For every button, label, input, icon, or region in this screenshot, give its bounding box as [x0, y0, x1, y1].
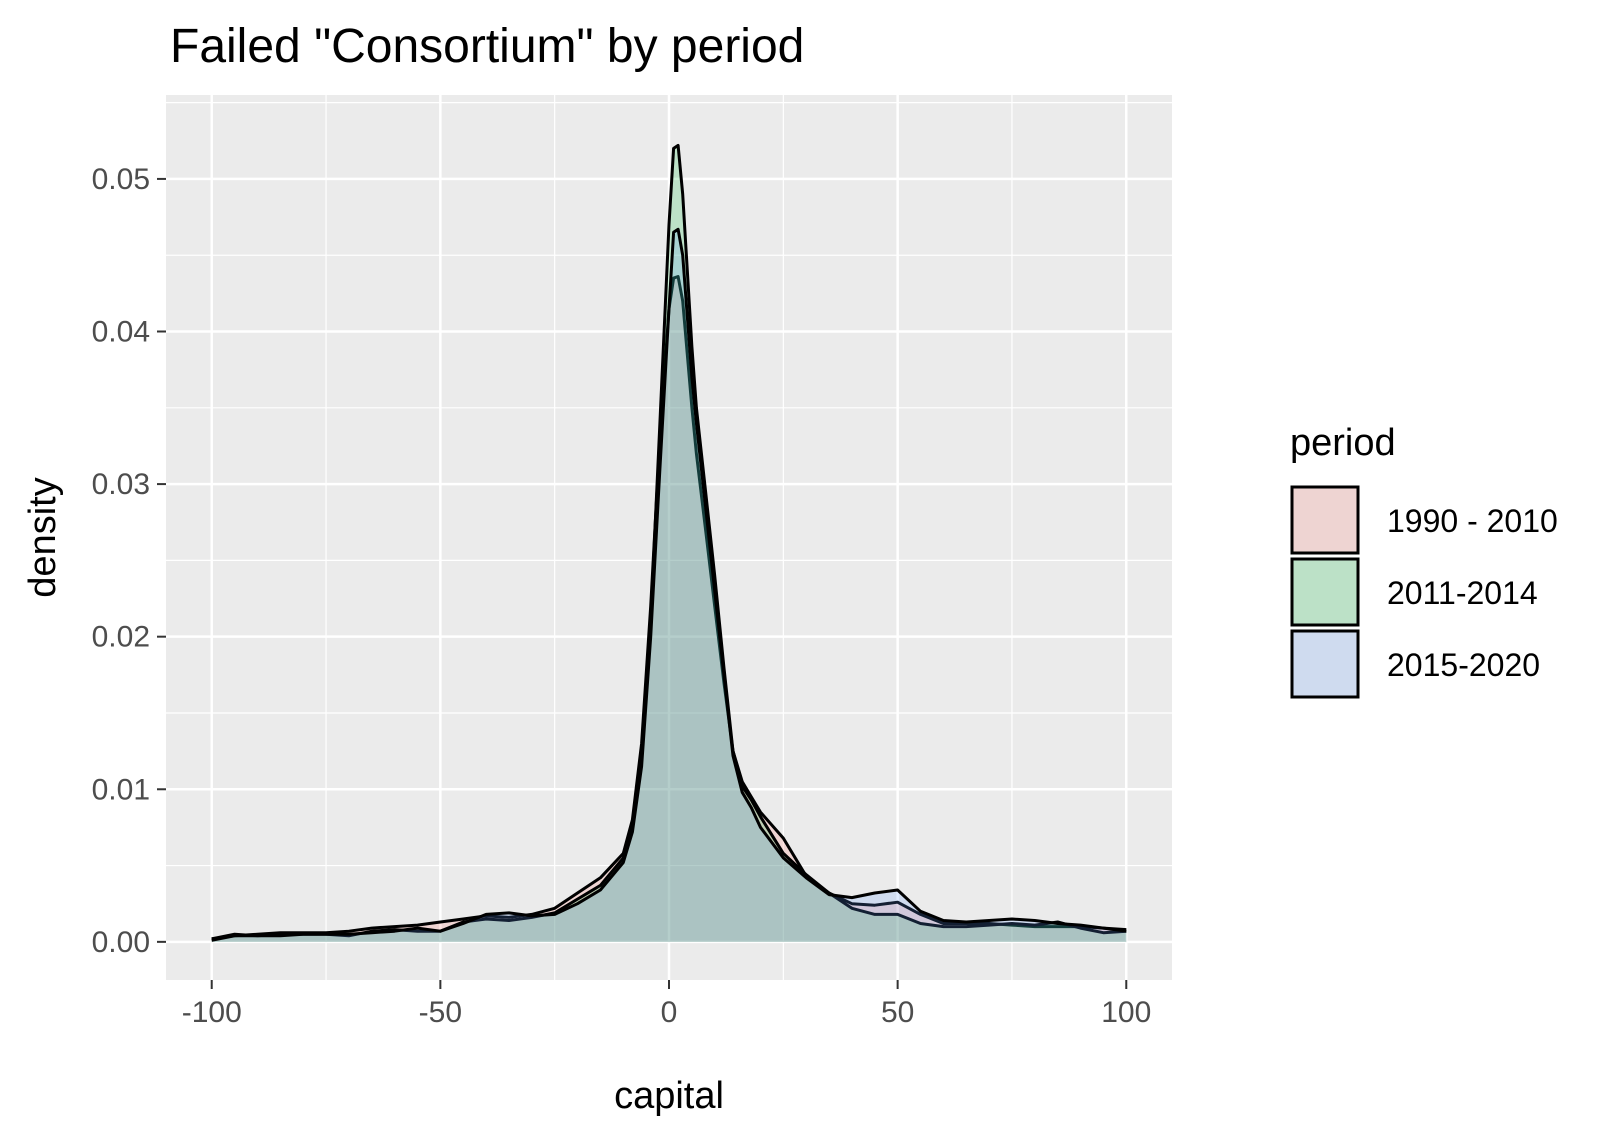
density-line-2 — [211, 143, 1127, 941]
legend-swatch — [1290, 485, 1360, 555]
density-area-3 — [211, 229, 1127, 942]
x-tick-label: -100 — [182, 996, 242, 1029]
legend-key-bg — [1292, 631, 1358, 697]
legend-label: 1990 - 2010 — [1387, 503, 1558, 539]
x-axis-title: capital — [614, 1075, 724, 1117]
x-tick-label: -50 — [419, 996, 462, 1029]
legend: period 1990 - 2010 2011-2014 2015-2020 — [1290, 422, 1558, 699]
major-gridlines — [166, 95, 1172, 980]
legend-title: period — [1290, 422, 1396, 464]
legend-items: 1990 - 2010 2011-2014 2015-2020 — [1290, 485, 1558, 699]
legend-label: 2015-2020 — [1387, 647, 1540, 683]
density-line-1 — [211, 275, 1127, 941]
density-area-2 — [211, 145, 1127, 942]
legend-swatch — [1290, 629, 1360, 699]
y-tick-label: 0.02 — [92, 621, 150, 654]
legend-swatch — [1290, 557, 1360, 627]
y-tick-label: 0.00 — [92, 926, 150, 959]
y-tick-label: 0.05 — [92, 163, 150, 196]
y-axis: 0.00 0.01 0.02 0.03 0.04 0.05 — [92, 163, 166, 959]
y-tick-label: 0.04 — [92, 316, 150, 349]
y-axis-title: density — [22, 477, 64, 597]
legend-key-bg — [1292, 487, 1358, 553]
density-line-3 — [211, 227, 1127, 942]
legend-key-bg — [1292, 559, 1358, 625]
y-tick-label: 0.03 — [92, 468, 150, 501]
density-series — [211, 143, 1127, 942]
chart-title: Failed "Consortium" by period — [170, 20, 804, 73]
x-axis: -100 -50 0 50 100 — [182, 980, 1151, 1029]
y-tick-label: 0.01 — [92, 773, 150, 806]
x-tick-label: 100 — [1101, 996, 1151, 1029]
x-tick-label: 50 — [881, 996, 914, 1029]
legend-label: 2011-2014 — [1387, 575, 1538, 611]
x-tick-label: 0 — [661, 996, 678, 1029]
density-area-1 — [211, 276, 1127, 942]
